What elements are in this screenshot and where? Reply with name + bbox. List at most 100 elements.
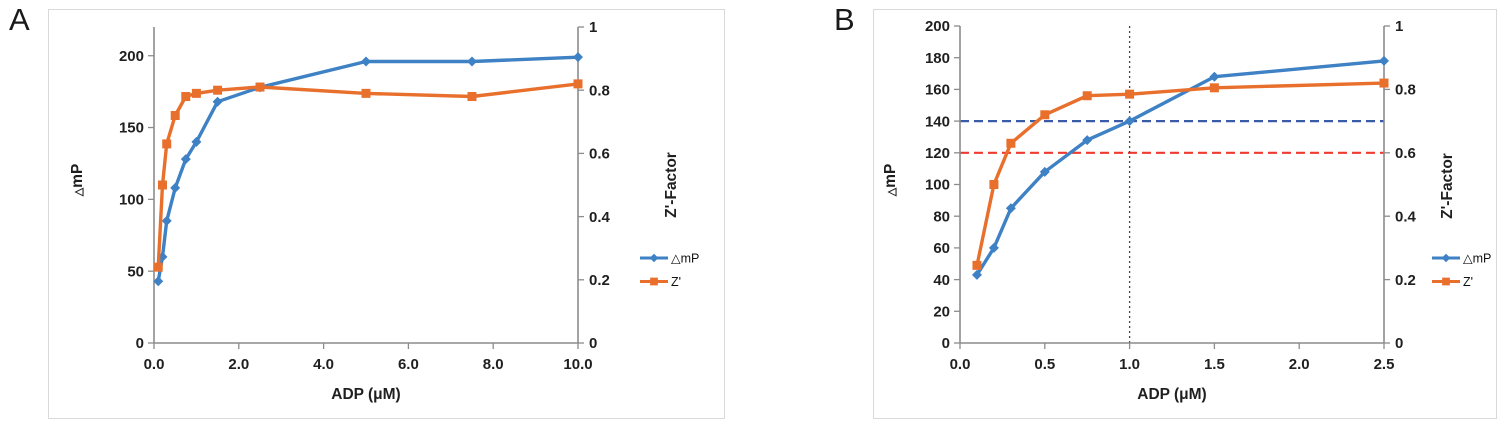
y-tick-label-right: 0.4 [1395, 208, 1417, 225]
series-delta-mp-marker [1124, 116, 1135, 127]
x-tick-label: 0.0 [144, 356, 165, 373]
series-delta-mp-marker [971, 269, 982, 280]
y-tick-label-left: 50 [127, 263, 144, 280]
legend-delta-mp-label: △mP [671, 252, 699, 266]
series-z-prime-marker [989, 180, 999, 189]
series-delta-mp-marker [1039, 166, 1050, 177]
series-z-prime-marker [972, 260, 982, 270]
y-tick-label-right: 0.8 [1395, 82, 1416, 99]
legend-z-prime-marker [650, 277, 658, 286]
series-z-prime-marker [1040, 110, 1050, 120]
chart-b-svg: 0 20 40 60 80 100 120 140 160 180 200 0 0.2 0.4 0.6 0.8… [882, 18, 1491, 403]
series-delta-mp-marker [191, 136, 202, 147]
legend-z-prime-marker [1442, 277, 1450, 286]
legend-z-prime-label: Z' [671, 275, 681, 289]
y-axis-title-left: △mP [882, 164, 899, 198]
series-z-prime-marker [157, 180, 167, 190]
series-z-prime-line [156, 82, 580, 269]
series-z-prime-marker [467, 92, 477, 102]
series-delta-mp-marker [153, 276, 164, 287]
series-z-prime-marker [1379, 78, 1389, 88]
y-tick-label-left: 0 [136, 335, 144, 352]
series-z-prime-marker [181, 92, 191, 102]
x-tick-label: 8.0 [483, 356, 504, 373]
series-delta-mp-marker [1005, 203, 1016, 214]
x-tick-label: 2.0 [228, 356, 249, 373]
x-axis-title: ADP (μM) [1137, 386, 1206, 403]
x-tick-label: 0.0 [950, 356, 971, 373]
series-delta-mp-marker [170, 182, 181, 193]
x-tick-label: 1.5 [1204, 356, 1225, 373]
x-tick-label: 2.0 [1289, 356, 1310, 373]
series-z-prime-marker [1006, 138, 1016, 148]
series-delta-mp-marker [1082, 135, 1093, 146]
y-axis-title-left: △mP [69, 164, 86, 198]
series-z-prime-marker [255, 82, 265, 92]
y-tick-label-right: 0.4 [589, 209, 611, 226]
series-z-prime-marker [153, 262, 163, 272]
series-delta-mp-marker [573, 52, 583, 63]
panel-label-b: B [834, 2, 855, 37]
y-tick-label-right: 0 [1395, 335, 1403, 352]
x-tick-label: 10.0 [563, 356, 592, 373]
y-axis-title-right: Z'-Factor [663, 152, 680, 218]
legend-delta-mp-marker [1441, 253, 1451, 263]
panel-label-a: A [9, 2, 30, 37]
y-tick-label-right: 0.6 [1395, 145, 1416, 162]
series-z-prime-marker [191, 88, 201, 98]
series-delta-mp-marker [212, 96, 223, 107]
series-z-prime-marker [162, 139, 172, 149]
legend-delta-mp-label: △mP [1463, 252, 1491, 266]
y-tick-label-right: 0.6 [589, 146, 610, 163]
series-delta-mp-marker [467, 56, 477, 67]
chart-panel-a: 0 50 100 150 200 0 0.2 0.4 0.6 0.8 1 0.0 2.0 4.0 6.0 8.… [48, 9, 725, 419]
y-tick-label-left: 150 [119, 120, 144, 137]
y-tick-label-left: 80 [933, 208, 950, 225]
y-tick-label-left: 100 [925, 177, 950, 194]
series-delta-mp-line [975, 59, 1386, 277]
series-delta-mp-marker [1379, 55, 1389, 66]
y-tick-label-right: 1 [1395, 18, 1403, 35]
y-tick-label-right: 1 [589, 19, 597, 36]
x-axis-title: ADP (μM) [331, 386, 400, 403]
y-tick-label-left: 20 [933, 304, 950, 321]
series-z-prime-line [975, 81, 1386, 268]
chart-panel-b: 0 20 40 60 80 100 120 140 160 180 200 0 0.2 0.4 0.6 0.8… [873, 9, 1497, 419]
series-z-prime-marker [573, 79, 583, 89]
y-tick-label-left: 180 [925, 50, 950, 67]
y-tick-label-left: 100 [119, 192, 144, 209]
series-delta-mp-marker [361, 56, 371, 67]
series-z-prime-marker [1082, 91, 1092, 101]
series-z-prime-marker [213, 85, 223, 95]
legend-delta-mp-marker [649, 253, 659, 263]
y-tick-label-left: 200 [925, 18, 950, 35]
y-axis-title-right: Z'-Factor [1439, 153, 1456, 219]
series-z-prime-marker [1125, 89, 1135, 99]
series-z-prime-marker [170, 110, 180, 120]
y-tick-label-left: 0 [942, 335, 950, 352]
y-tick-label-left: 160 [925, 82, 950, 99]
legend-z-prime-label: Z' [1463, 275, 1473, 289]
x-tick-label: 4.0 [313, 356, 334, 373]
y-tick-label-right: 0.8 [589, 82, 610, 99]
series-z-prime-marker [1209, 83, 1219, 93]
series-delta-mp-marker [988, 242, 999, 253]
y-tick-label-right: 0 [589, 335, 597, 352]
series-delta-mp-marker [1209, 71, 1220, 82]
y-tick-label-left: 140 [925, 113, 950, 130]
x-tick-label: 6.0 [398, 356, 419, 373]
series-delta-mp-marker [180, 154, 191, 165]
y-tick-label-left: 120 [925, 145, 950, 162]
y-tick-label-left: 200 [119, 48, 144, 65]
y-tick-label-left: 40 [933, 272, 950, 289]
series-delta-mp-marker [161, 215, 172, 226]
series-z-prime-marker [361, 88, 371, 98]
x-tick-label: 2.5 [1374, 356, 1395, 373]
y-tick-label-right: 0.2 [1395, 272, 1416, 289]
y-tick-label-right: 0.2 [589, 272, 610, 289]
y-tick-label-left: 60 [933, 240, 950, 257]
x-tick-label: 0.5 [1034, 356, 1055, 373]
x-tick-label: 1.0 [1119, 356, 1140, 373]
